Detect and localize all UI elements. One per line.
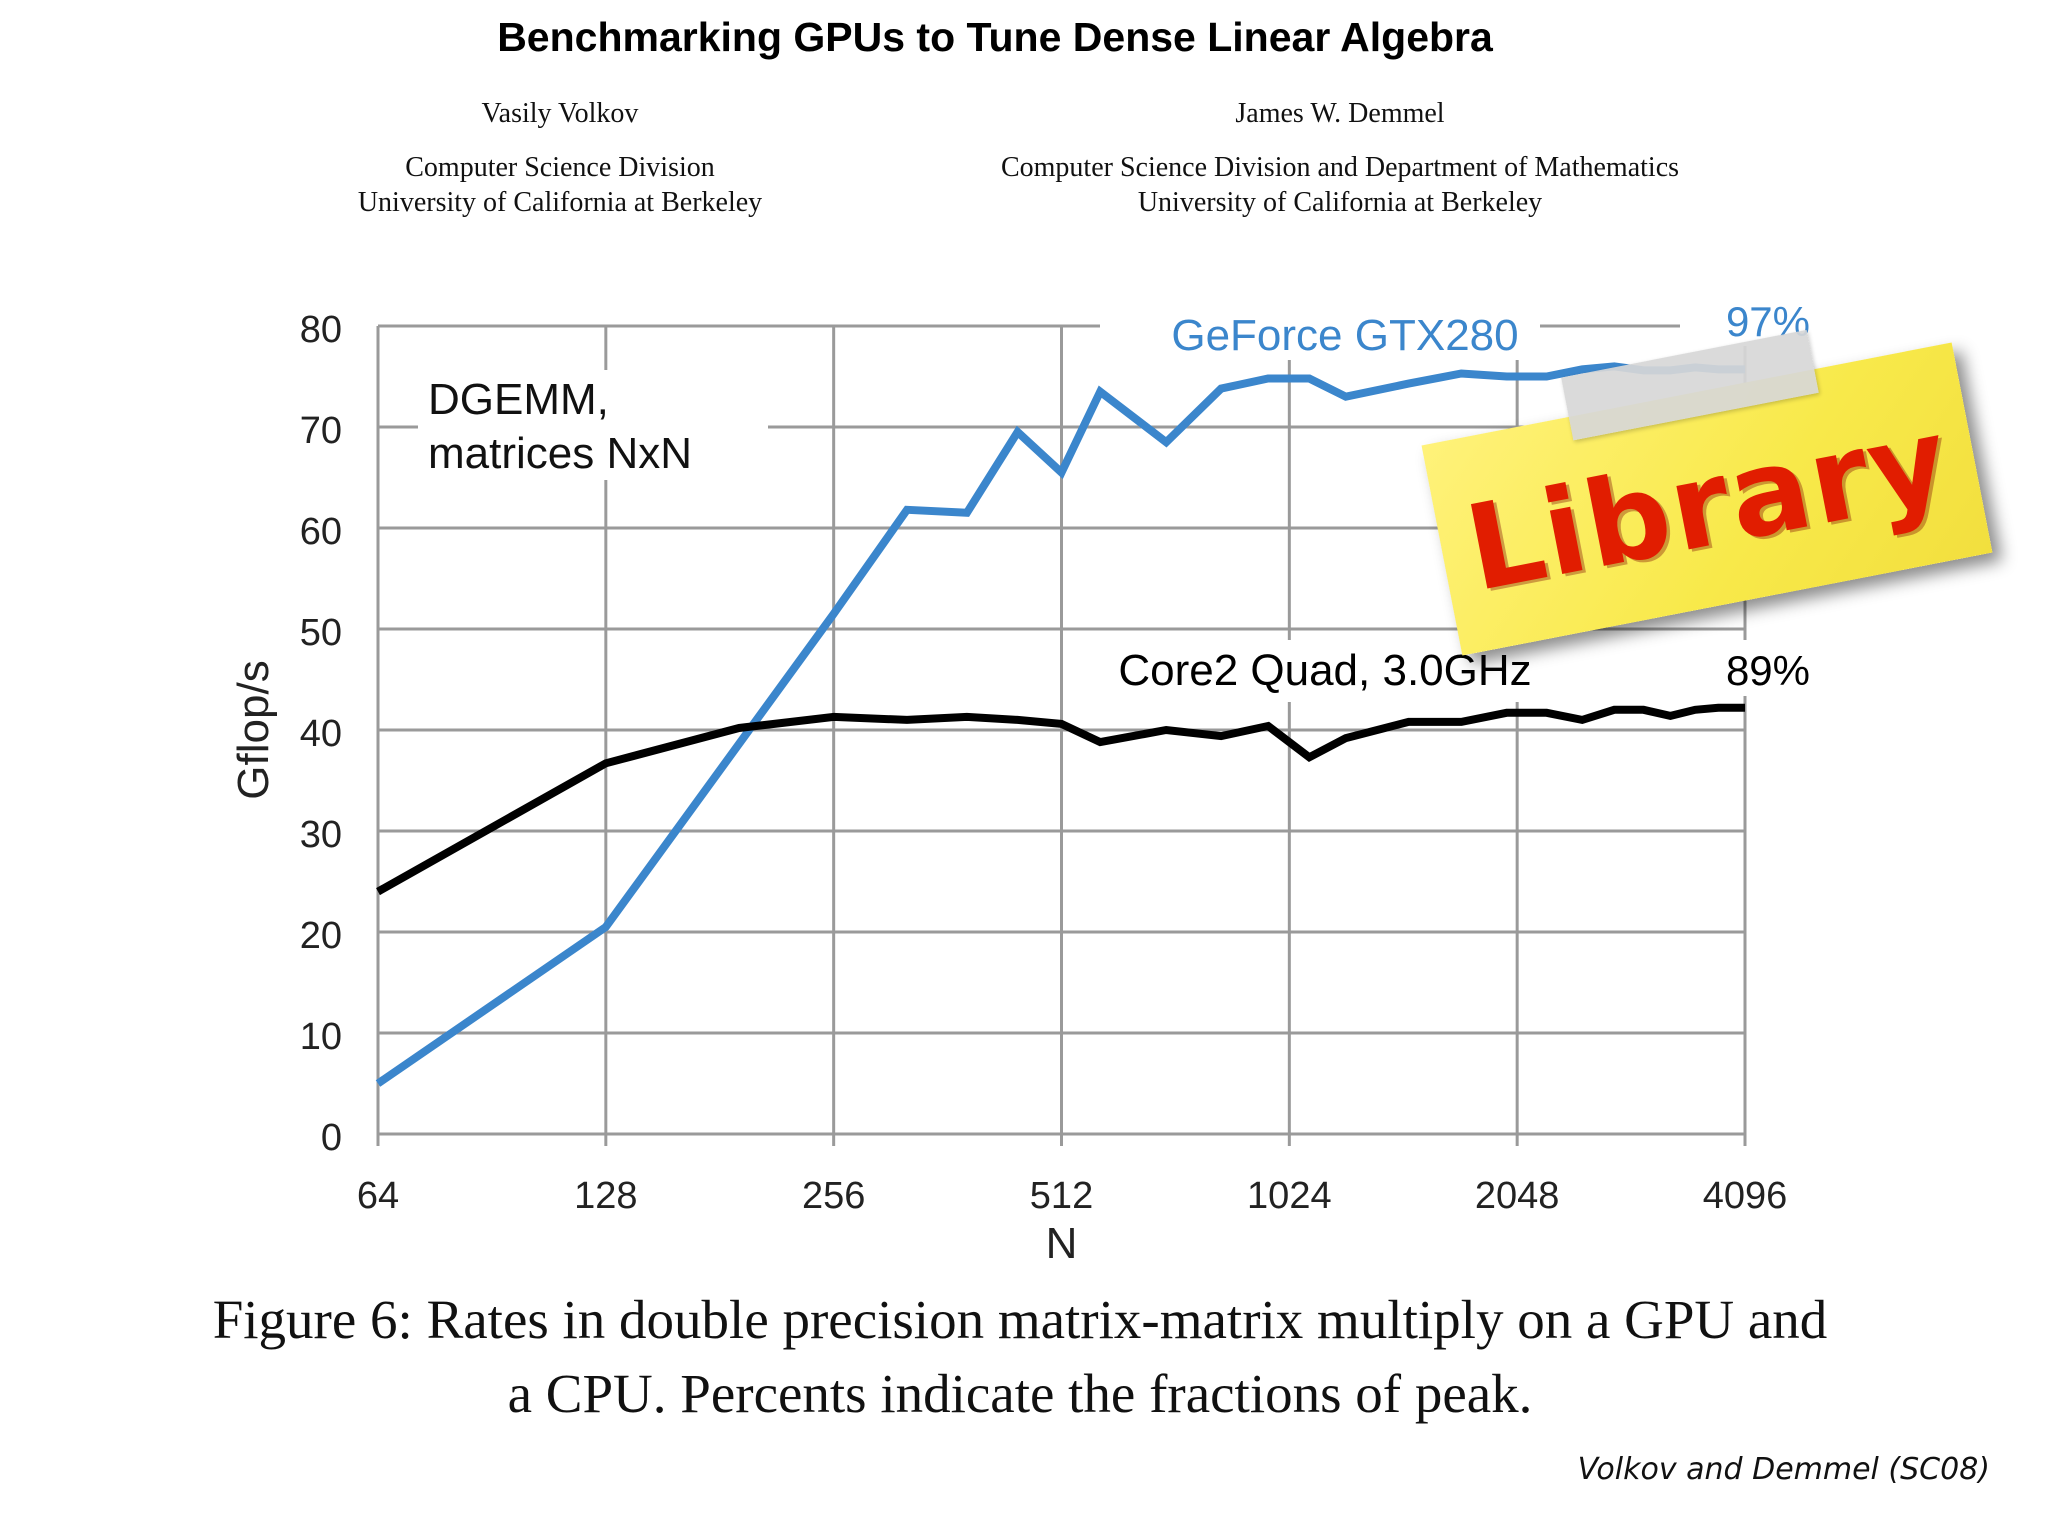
x-tick-label: 128 bbox=[574, 1175, 637, 1217]
x-tick-label: 512 bbox=[1030, 1175, 1093, 1217]
label-mask bbox=[1700, 640, 1830, 696]
label-mask bbox=[1100, 300, 1540, 360]
author-affiliation-line: University of California at Berkeley bbox=[357, 187, 763, 218]
citation-credit: Volkov and Demmel (SC08) bbox=[1577, 1452, 1990, 1487]
y-tick-label: 0 bbox=[321, 1117, 342, 1159]
author-affiliation-line: Computer Science Division and Department… bbox=[1000, 152, 1680, 183]
y-tick-label: 60 bbox=[300, 511, 342, 553]
y-axis-label: Gflop/s bbox=[229, 660, 278, 799]
x-tick-label: 64 bbox=[357, 1175, 399, 1217]
paper-title: Benchmarking GPUs to Tune Dense Linear A… bbox=[497, 14, 1493, 60]
author-name: James W. Demmel bbox=[1235, 98, 1445, 129]
author-name: Vasily Volkov bbox=[481, 98, 639, 129]
inset-label: matrices NxN bbox=[428, 429, 692, 478]
y-tick-label: 30 bbox=[300, 814, 342, 856]
author-block-2: James W. Demmel Computer Science Divisio… bbox=[930, 96, 1750, 220]
y-tick-label: 80 bbox=[300, 309, 342, 351]
series-label: GeForce GTX280 bbox=[1171, 311, 1518, 360]
x-tick-label: 2048 bbox=[1475, 1175, 1560, 1217]
y-tick-label: 70 bbox=[300, 410, 342, 452]
inset-label: DGEMM, bbox=[428, 375, 609, 424]
author-affiliation-line: Computer Science Division bbox=[405, 152, 715, 183]
x-tick-label: 256 bbox=[802, 1175, 865, 1217]
y-tick-label: 20 bbox=[300, 915, 342, 957]
y-tick-label: 40 bbox=[300, 713, 342, 755]
y-tick-label: 10 bbox=[300, 1016, 342, 1058]
x-tick-label: 1024 bbox=[1247, 1175, 1332, 1217]
author-block-1: Vasily Volkov Computer Science Division … bbox=[260, 96, 860, 220]
x-axis-label: N bbox=[1046, 1219, 1078, 1268]
x-tick-label: 4096 bbox=[1703, 1175, 1788, 1217]
author-affiliation-line: University of California at Berkeley bbox=[1137, 187, 1543, 218]
series-line bbox=[376, 703, 1745, 896]
label-mask bbox=[418, 370, 768, 480]
label-mask bbox=[1110, 640, 1580, 702]
y-tick-label: 50 bbox=[300, 612, 342, 654]
figure-caption: Figure 6: Rates in double precision matr… bbox=[212, 1289, 1828, 1424]
series-end-label: 89% bbox=[1726, 647, 1810, 694]
